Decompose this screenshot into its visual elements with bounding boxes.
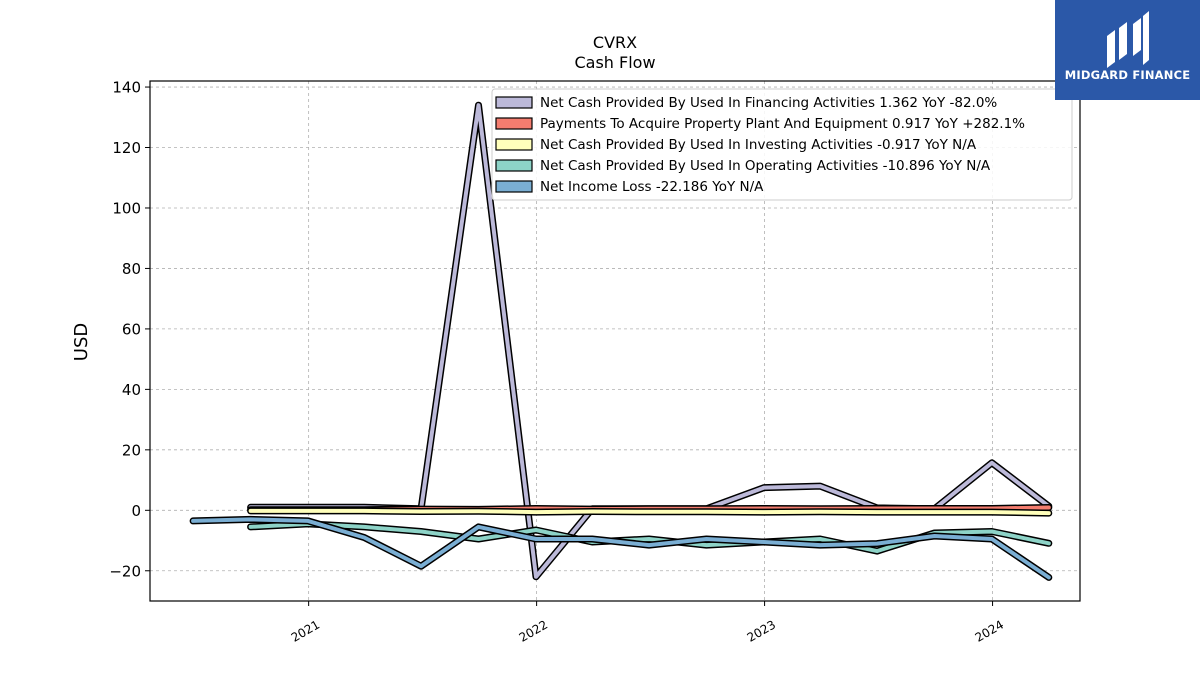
legend-label: Net Cash Provided By Used In Operating A… [540,158,991,174]
legend-swatch [495,180,533,193]
y-tick-label: 40 [122,381,141,399]
y-tick-label: 0 [131,502,141,520]
legend-box [491,88,1073,201]
legend-label: Net Income Loss -22.186 YoY N/A [540,179,764,195]
legend-label: Payments To Acquire Property Plant And E… [540,116,1025,132]
chart-title: CVRX [593,33,637,52]
midgard-finance-logo: MIDGARD FINANCE [1055,0,1200,100]
logo-text: MIDGARD FINANCE [1064,68,1191,82]
y-tick-label: 60 [122,320,141,338]
series-line-2 [248,508,1051,516]
y-tick-label: 80 [122,260,141,278]
x-tick-label: 2021 [289,617,322,644]
y-tick-label: 100 [112,199,141,217]
legend-swatch [495,138,533,151]
legend-swatch [495,117,533,130]
series-layer [189,101,1053,581]
x-tick-label: 2024 [973,617,1006,644]
y-tick-label: 140 [112,79,141,97]
legend-swatch [495,159,533,172]
x-tick-label: 2022 [517,617,550,644]
logo-mark-icon [1107,11,1149,68]
series-line-4 [191,517,1051,580]
y-tick-label: 120 [112,139,141,157]
legend-swatch [495,96,533,109]
y-axis-label: USD [71,323,92,361]
plot-frame [149,80,1081,602]
x-tick-label: 2023 [745,617,778,644]
legend: Net Cash Provided By Used In Financing A… [491,88,1073,201]
legend-label: Net Cash Provided By Used In Investing A… [540,137,977,153]
chart-subtitle: Cash Flow [574,53,655,72]
y-tick-label: −20 [109,562,141,580]
series-outline-4 [189,515,1053,581]
legend-label: Net Cash Provided By Used In Financing A… [540,95,997,111]
y-tick-label: 20 [122,441,141,459]
